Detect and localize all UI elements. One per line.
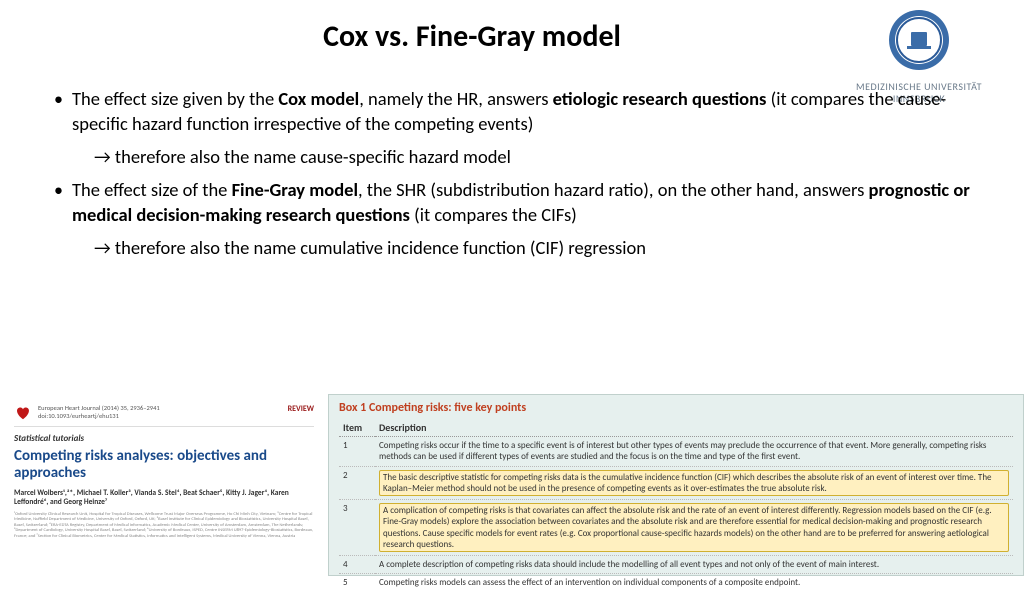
col-description: Description bbox=[375, 419, 1013, 437]
row-description: Competing risks models can assess the ef… bbox=[375, 574, 1013, 592]
table-row: 2The basic descriptive statistic for com… bbox=[339, 466, 1013, 500]
sub-bullet-2: → therefore also the name cumulative inc… bbox=[54, 236, 982, 259]
row-description: A complication of competing risks is tha… bbox=[375, 500, 1013, 556]
col-item: Item bbox=[339, 419, 375, 437]
row-item-number: 1 bbox=[339, 437, 375, 467]
row-item-number: 5 bbox=[339, 574, 375, 592]
row-description: The basic descriptive statistic for comp… bbox=[375, 466, 1013, 500]
row-description: Competing risks occur if the time to a s… bbox=[375, 437, 1013, 467]
sub-bullet-1: → therefore also the name cause-specific… bbox=[54, 145, 982, 168]
key-points-table: Item Description 1Competing risks occur … bbox=[339, 419, 1013, 592]
row-item-number: 4 bbox=[339, 556, 375, 574]
paper-authors: Marcel Wolbers¹,²*, Michael T. Koller³, … bbox=[14, 489, 314, 509]
paper-affiliations: ¹Oxford University Clinical Research Uni… bbox=[14, 512, 314, 539]
row-item-number: 3 bbox=[339, 500, 375, 556]
journal-heart-icon bbox=[14, 404, 32, 422]
table-row: 3A complication of competing risks is th… bbox=[339, 500, 1013, 556]
key-points-box: Box 1 Competing risks: five key points I… bbox=[328, 394, 1024, 576]
row-description: A complete description of competing risk… bbox=[375, 556, 1013, 574]
table-row: 5Competing risks models can assess the e… bbox=[339, 574, 1013, 592]
bottom-row: European Heart Journal (2014) 35, 2936–2… bbox=[0, 394, 1024, 576]
bullet-content: The effect size given by the Cox model, … bbox=[0, 63, 1024, 259]
tutorials-label: Statistical tutorials bbox=[14, 433, 314, 444]
paper-citation: European Heart Journal (2014) 35, 2936–2… bbox=[0, 394, 328, 576]
bullet-2: The effect size of the Fine-Gray model, … bbox=[54, 178, 982, 228]
table-row: 4A complete description of competing ris… bbox=[339, 556, 1013, 574]
header: Cox vs. Fine-Gray model MEDIZINISCHE UNI… bbox=[0, 0, 1024, 63]
review-label: REVIEW bbox=[288, 404, 314, 414]
bullet-1: The effect size given by the Cox model, … bbox=[54, 87, 982, 137]
row-item-number: 2 bbox=[339, 466, 375, 500]
slide-title: Cox vs. Fine-Gray model bbox=[160, 18, 784, 55]
table-row: 1Competing risks occur if the time to a … bbox=[339, 437, 1013, 467]
journal-ref: European Heart Journal (2014) 35, 2936–2… bbox=[38, 404, 160, 412]
university-seal-icon bbox=[887, 8, 951, 72]
journal-doi: doi:10.1093/eurheartj/ehu131 bbox=[38, 412, 160, 420]
paper-title: Competing risks analyses: objectives and… bbox=[14, 448, 314, 483]
box-title: Box 1 Competing risks: five key points bbox=[339, 401, 1013, 415]
